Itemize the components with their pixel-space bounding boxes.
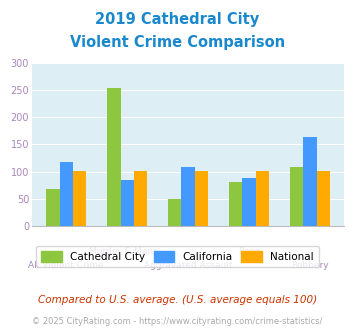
Bar [120, 180, 134, 226]
Text: Compared to U.S. average. (U.S. average equals 100): Compared to U.S. average. (U.S. average … [38, 295, 317, 305]
Bar [303, 137, 317, 226]
Bar [168, 199, 181, 226]
Bar [46, 189, 60, 226]
Text: Aggravated Assault: Aggravated Assault [144, 261, 233, 270]
Bar [60, 162, 73, 226]
Text: Violent Crime Comparison: Violent Crime Comparison [70, 35, 285, 50]
Text: 2019 Cathedral City: 2019 Cathedral City [95, 12, 260, 26]
Text: All Violent Crime: All Violent Crime [28, 261, 104, 270]
Bar [107, 88, 120, 226]
Text: Robbery: Robbery [291, 261, 329, 270]
Bar [317, 171, 330, 226]
Bar [181, 167, 195, 226]
Bar [195, 171, 208, 226]
Bar [73, 171, 86, 226]
Bar [134, 171, 147, 226]
Bar [290, 167, 303, 226]
Text: Murder & Mans...: Murder & Mans... [88, 247, 166, 255]
Bar [256, 171, 269, 226]
Bar [229, 182, 242, 226]
Bar [242, 178, 256, 226]
Text: © 2025 CityRating.com - https://www.cityrating.com/crime-statistics/: © 2025 CityRating.com - https://www.city… [32, 317, 323, 326]
Text: Rape: Rape [237, 247, 261, 255]
Legend: Cathedral City, California, National: Cathedral City, California, National [36, 246, 319, 267]
